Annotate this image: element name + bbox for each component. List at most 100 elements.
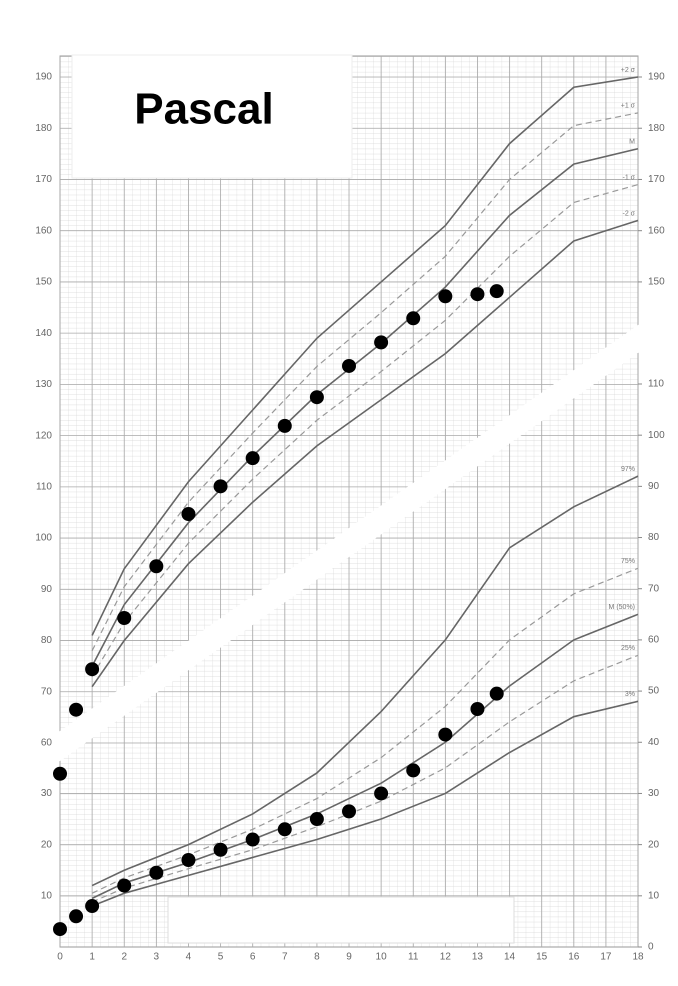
reference-curve <box>91 76 639 636</box>
y-tick-label: 30 <box>41 788 53 799</box>
data-point <box>342 358 356 373</box>
curve-label: -1 σ <box>623 174 636 181</box>
y2-tick-label: 190 <box>648 72 665 83</box>
data-point <box>438 289 453 304</box>
data-point <box>69 909 84 924</box>
data-point <box>406 311 421 326</box>
data-point <box>277 418 292 433</box>
x-tick-label: 0 <box>57 952 63 963</box>
y-tick-label: 150 <box>35 277 52 288</box>
y2-tick-label: 170 <box>648 174 665 185</box>
data-point <box>149 559 164 574</box>
data-point <box>309 812 324 827</box>
y2-tick-label: 20 <box>648 839 660 850</box>
x-tick-label: 13 <box>472 952 484 963</box>
data-point <box>213 842 228 857</box>
y-tick-label: 120 <box>35 430 52 441</box>
x-tick-label: 4 <box>186 952 192 963</box>
reference-curve <box>91 112 639 652</box>
x-tick-label: 18 <box>632 952 644 963</box>
data-point <box>309 390 324 405</box>
x-tick-label: 17 <box>600 952 612 963</box>
x-tick-label: 10 <box>376 952 388 963</box>
reference-curve <box>91 184 639 677</box>
x-tick-label: 15 <box>536 952 548 963</box>
y2-tick-label: 80 <box>648 532 660 543</box>
data-point <box>489 686 504 701</box>
x-tick-label: 12 <box>440 952 452 963</box>
curve-label: +2 σ <box>621 67 636 74</box>
x-tick-label: 1 <box>89 952 95 963</box>
data-point <box>470 702 485 717</box>
data-point <box>181 506 196 521</box>
curve-label: M (50%) <box>609 604 635 611</box>
x-tick-label: 11 <box>408 952 419 963</box>
y2-tick-label: 70 <box>648 583 660 594</box>
y2-tick-label: 30 <box>648 788 660 799</box>
labels: 0 1 2 3 4 5 6 7 8 9 10 11 12 13 14 15 16 17 18607080901001… <box>35 67 665 963</box>
data-point <box>438 727 453 742</box>
x-tick-label: 3 <box>154 952 160 963</box>
y-tick-label: 20 <box>41 839 53 850</box>
x-tick-label: 5 <box>218 952 224 963</box>
data-point <box>149 865 164 880</box>
curve-label: M <box>629 139 635 146</box>
x-tick-label: 14 <box>504 952 516 963</box>
x-tick-label: 2 <box>121 952 127 963</box>
reference-curve <box>91 567 639 894</box>
data-point <box>117 610 132 625</box>
y2-tick-label: 150 <box>648 277 665 288</box>
data-point <box>53 766 67 781</box>
blank-box <box>167 896 515 944</box>
chart-title: Pascal <box>134 85 273 134</box>
x-tick-label: 7 <box>282 952 288 963</box>
y2-tick-label: 90 <box>648 481 660 492</box>
y-tick-label: 100 <box>35 533 52 544</box>
reference-curve <box>91 700 639 907</box>
y2-tick-label: 10 <box>648 890 660 901</box>
y2-tick-label: 110 <box>648 379 664 390</box>
y-tick-label: 170 <box>35 174 52 185</box>
y-tick-label: 110 <box>36 481 52 492</box>
curve-label: 97% <box>621 466 635 473</box>
y-tick-label: 80 <box>41 635 53 646</box>
reference-curve <box>91 475 639 887</box>
data-point <box>470 287 485 302</box>
y2-tick-label: 40 <box>648 737 660 748</box>
y2-tick-label: 0 <box>648 942 654 953</box>
data-point <box>489 284 504 299</box>
panel-divider <box>50 318 648 768</box>
data-point <box>406 763 421 778</box>
curve-label: -2 σ <box>623 210 636 217</box>
curve-label: 75% <box>621 558 635 565</box>
curve-label: +1 σ <box>621 103 636 110</box>
data-point <box>245 832 260 847</box>
curve-label: 25% <box>621 645 635 652</box>
y-tick-label: 60 <box>41 738 53 749</box>
y-tick-label: 160 <box>35 225 52 236</box>
data-point <box>69 702 84 717</box>
x-tick-label: 16 <box>568 952 580 963</box>
data-point <box>245 451 260 466</box>
name-box <box>71 54 353 179</box>
y-tick-label: 90 <box>41 584 53 595</box>
data-point <box>181 852 196 867</box>
y2-tick-label: 100 <box>648 430 665 441</box>
data-point <box>213 479 228 494</box>
x-tick-label: 9 <box>346 952 352 963</box>
y-tick-label: 10 <box>41 890 53 901</box>
y2-tick-label: 60 <box>648 635 660 646</box>
y-tick-label: 140 <box>35 328 52 339</box>
data-point <box>85 899 100 914</box>
data-point <box>374 786 389 801</box>
data-point <box>277 822 292 837</box>
y2-tick-label: 180 <box>648 123 665 134</box>
data-point <box>53 922 67 937</box>
y2-tick-label: 50 <box>648 686 660 697</box>
data-point <box>374 335 389 350</box>
data-point <box>85 662 100 677</box>
reference-curve <box>91 219 639 688</box>
y-tick-label: 190 <box>35 72 52 83</box>
